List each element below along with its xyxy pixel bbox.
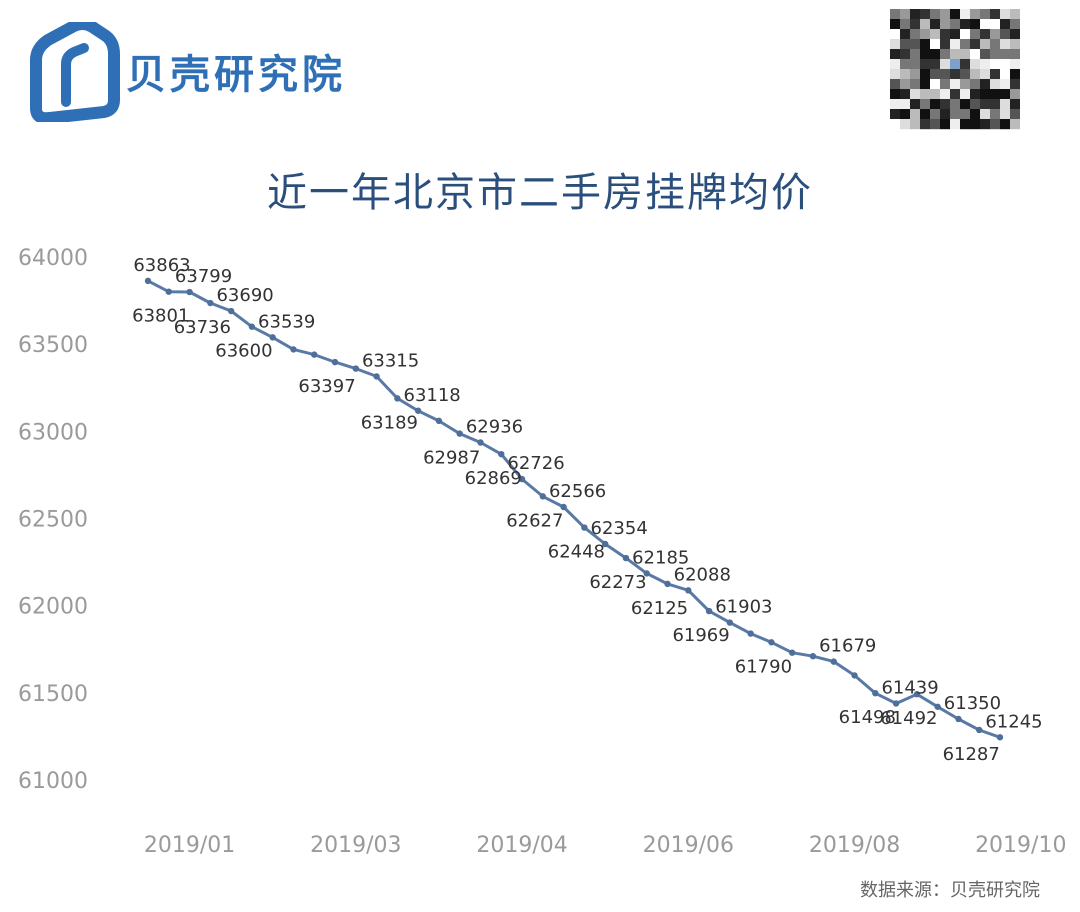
data-label: 62088	[674, 564, 731, 585]
y-tick-label: 61500	[18, 682, 88, 707]
data-point	[394, 395, 401, 402]
data-label: 63736	[174, 317, 231, 338]
data-point	[622, 554, 630, 562]
data-point	[144, 277, 152, 285]
x-tick-label: 2019/08	[809, 833, 900, 858]
data-label: 63189	[361, 412, 418, 433]
data-point	[872, 689, 879, 697]
data-point	[788, 649, 796, 656]
data-point	[851, 672, 858, 679]
data-point	[207, 299, 214, 307]
data-label: 63863	[133, 255, 190, 276]
x-tick-label: 2019/01	[144, 833, 235, 858]
data-label: 63397	[298, 376, 355, 397]
data-point	[913, 691, 921, 698]
data-label: 62566	[549, 481, 606, 502]
data-label: 61790	[735, 656, 792, 677]
x-tick-label: 2019/03	[310, 833, 401, 858]
data-point	[477, 439, 484, 446]
data-point	[456, 430, 463, 437]
x-tick-label: 2019/06	[643, 833, 734, 858]
data-label: 63801	[132, 306, 189, 327]
data-label: 62448	[548, 542, 605, 563]
data-point	[435, 417, 443, 425]
y-tick-label: 63000	[18, 420, 88, 445]
x-tick-label: 2019/10	[975, 833, 1066, 858]
y-tick-label: 64000	[18, 246, 88, 271]
data-point	[955, 715, 962, 723]
data-label: 61492	[880, 708, 937, 729]
data-point	[581, 524, 588, 531]
data-label: 62125	[631, 598, 688, 619]
data-label: 61439	[881, 677, 938, 698]
data-label: 61969	[672, 625, 729, 646]
data-label: 61679	[819, 636, 876, 657]
data-point	[331, 358, 339, 366]
data-label: 63690	[216, 285, 273, 306]
data-label: 61287	[943, 744, 1000, 765]
data-point	[705, 607, 713, 615]
data-label: 61245	[985, 711, 1042, 732]
data-label: 62185	[632, 547, 689, 568]
y-tick-label: 63500	[18, 333, 88, 358]
qr-code-icon	[890, 9, 1020, 130]
data-point	[892, 700, 900, 707]
x-tick-label: 2019/04	[476, 833, 567, 858]
data-label: 63118	[404, 385, 461, 406]
data-point	[227, 307, 235, 315]
data-point	[601, 540, 609, 548]
data-point	[373, 373, 380, 380]
data-point	[352, 365, 360, 372]
data-point	[414, 407, 422, 414]
data-point	[685, 587, 692, 594]
data-point	[934, 703, 941, 710]
data-point	[809, 653, 817, 660]
data-label: 63315	[362, 350, 419, 371]
data-point	[186, 288, 193, 296]
data-label: 62627	[506, 510, 563, 531]
brand-name: 贝壳研究院	[126, 52, 346, 98]
data-point	[560, 503, 567, 511]
data-source-note: 数据来源：贝壳研究院	[860, 880, 1040, 901]
data-point	[996, 734, 1004, 741]
data-label: 61350	[944, 693, 1001, 714]
y-tick-label: 62500	[18, 508, 88, 533]
data-point	[747, 630, 754, 637]
data-label: 63600	[215, 341, 272, 362]
y-tick-label: 62000	[18, 595, 88, 620]
chart-title: 近一年北京市二手房挂牌均价	[267, 170, 813, 216]
data-point	[664, 580, 671, 588]
data-point	[165, 288, 172, 295]
data-point	[643, 570, 650, 577]
series-line	[147, 279, 1001, 739]
data-point	[311, 351, 318, 358]
data-label: 61903	[715, 597, 772, 618]
data-point	[539, 493, 547, 500]
data-point	[290, 346, 297, 353]
data-point	[976, 726, 983, 734]
data-label: 62987	[423, 448, 480, 469]
data-point	[269, 334, 276, 341]
data-point	[726, 619, 734, 626]
data-label: 62726	[507, 453, 564, 474]
data-label: 62354	[591, 518, 648, 539]
data-point	[518, 475, 526, 483]
data-point	[498, 450, 505, 458]
data-label: 62936	[466, 416, 523, 437]
data-label: 62869	[465, 468, 522, 489]
shell-logo-icon	[30, 22, 120, 122]
data-point	[248, 323, 256, 330]
data-point	[768, 639, 775, 646]
data-label: 63539	[258, 311, 315, 332]
brand-logo	[30, 22, 120, 122]
data-label: 61498	[839, 707, 896, 728]
data-point	[830, 658, 837, 665]
y-tick-label: 61000	[18, 769, 88, 794]
data-label: 62273	[589, 572, 646, 593]
data-label: 63799	[175, 266, 232, 287]
